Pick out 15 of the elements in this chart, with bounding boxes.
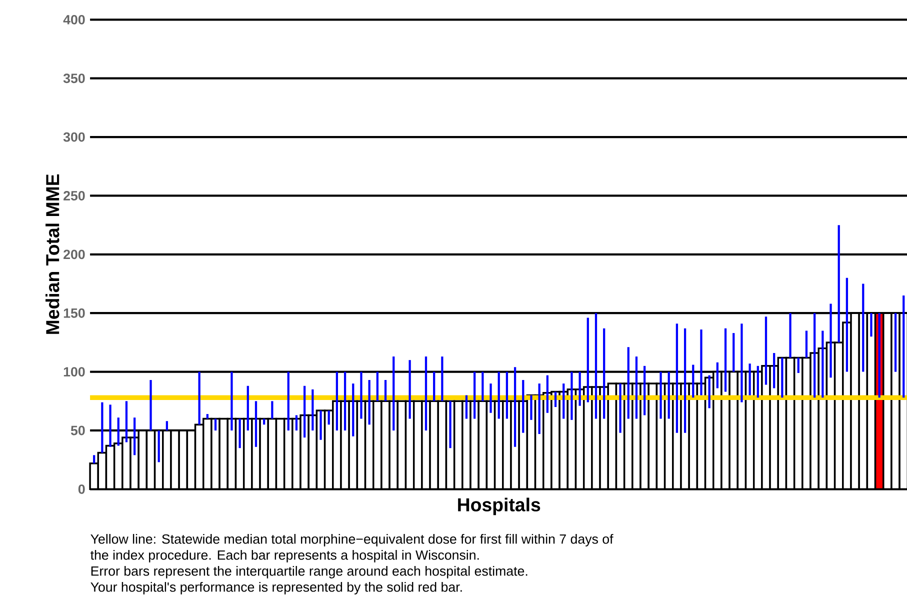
text: Your hospital's performance is represented by the solid red bar. (90, 582, 462, 594)
text: Yellow line: Statewide median total morphine−equivalent dose for first fill within 7 days of (90, 534, 614, 546)
y-tick-label: 100 (64, 367, 85, 377)
y-tick-label: 200 (64, 250, 85, 260)
y-tick-label: 150 (64, 308, 85, 318)
text: the index procedure. Each bar represents a hospital in Wisconsin. (90, 550, 479, 562)
y-tick-label: 400 (63, 15, 85, 24)
text: Error bars represent the interquartile range around each hospital estimate. (91, 566, 528, 578)
x-axis-title: Hospitals (458, 498, 540, 516)
y-tick-label: 350 (63, 74, 85, 84)
y-tick-label: 300 (63, 132, 85, 142)
y-tick-label: 50 (70, 426, 85, 436)
y-tick-label: 250 (64, 191, 85, 201)
y-tick-label: 0 (78, 484, 85, 494)
y-axis-title: Median Total MME (46, 174, 60, 334)
